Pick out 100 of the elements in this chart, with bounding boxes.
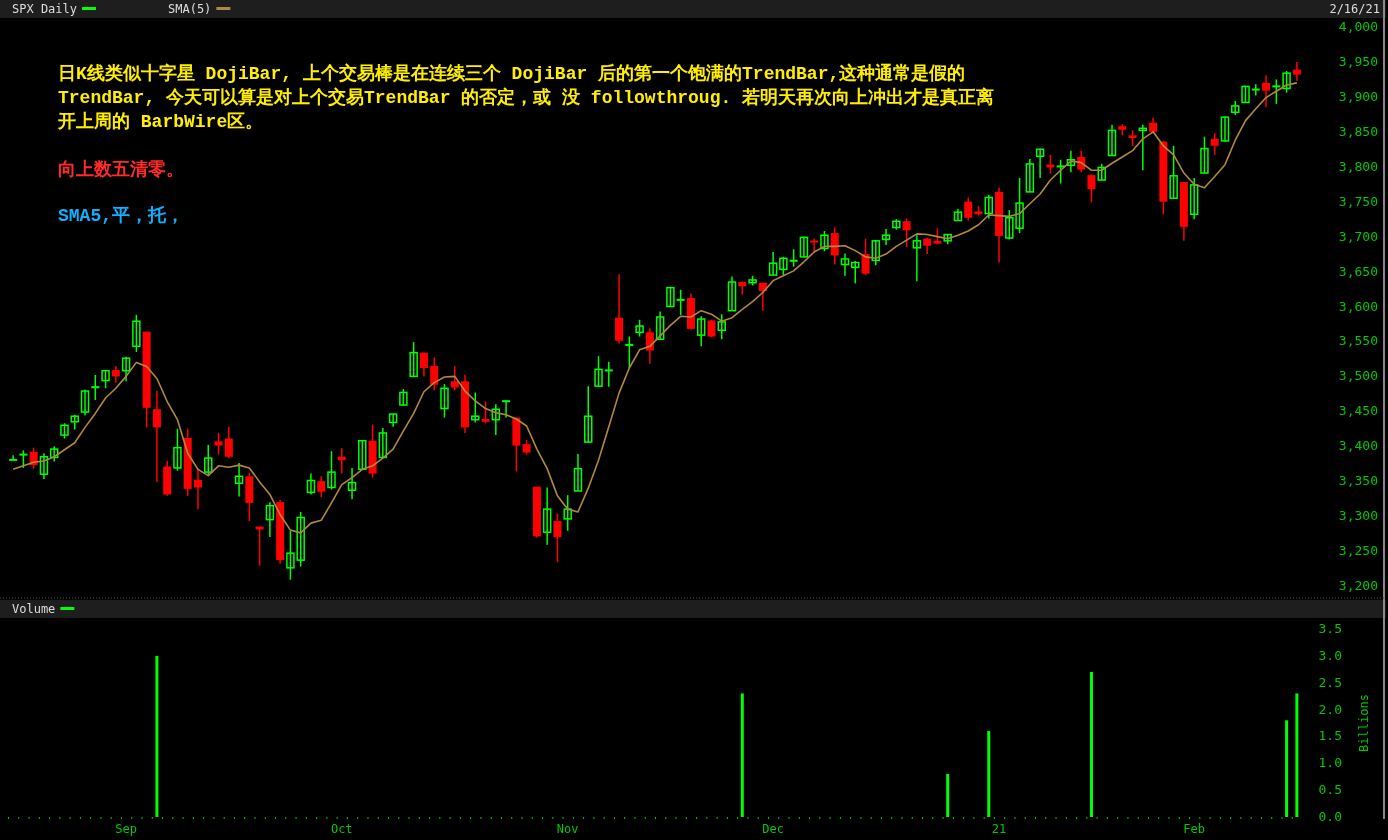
candlestick: [502, 399, 511, 419]
candlestick: [388, 412, 398, 428]
candlestick: [430, 356, 439, 392]
candlestick: [1035, 147, 1045, 179]
candlestick: [1231, 100, 1240, 116]
candlestick: [306, 472, 316, 496]
y-tick-label: 3,950: [1338, 53, 1378, 69]
candlestick: [152, 390, 161, 483]
candlestick: [696, 315, 706, 348]
candlestick: [358, 439, 367, 471]
candlestick: [851, 260, 860, 285]
candlestick: [953, 207, 963, 222]
y-tick-label: 3.5: [1318, 621, 1342, 636]
candlestick: [347, 467, 357, 501]
candlestick: [655, 310, 665, 341]
bar: [1295, 693, 1299, 817]
y-axis-title: Billions: [1357, 694, 1371, 752]
y-tick-label: 3,200: [1338, 578, 1378, 593]
bar: [1285, 720, 1289, 817]
candlestick: [265, 501, 275, 538]
candlestick: [471, 391, 480, 424]
y-tick-label: 3,450: [1338, 403, 1378, 419]
candlestick: [378, 427, 388, 459]
text: 2/16/21: [1329, 2, 1380, 16]
candlestick: [861, 237, 870, 276]
candlestick: [101, 369, 110, 389]
y-tick-label: 0.5: [1318, 782, 1342, 798]
y-tick-label: 3,750: [1338, 193, 1378, 209]
candlestick: [1210, 132, 1219, 156]
candlestick: [717, 313, 726, 341]
candlestick: [234, 462, 244, 498]
candlestick: [964, 196, 973, 222]
bar: [946, 774, 950, 817]
candlestick: [317, 475, 326, 499]
y-tick-label: 3,400: [1338, 438, 1378, 454]
y-tick-label: 3,300: [1338, 508, 1378, 524]
y-tick-label: 3,550: [1338, 333, 1378, 349]
candlestick: [604, 360, 613, 388]
y-tick-label: 3,800: [1338, 158, 1378, 174]
x-tick-label: Nov: [556, 822, 579, 836]
candlestick: [799, 235, 809, 259]
y-tick-label: 3,250: [1338, 543, 1378, 559]
candlestick: [563, 494, 572, 532]
annotation: 日K线类似十字星 DojiBar, 上个交易棒是在连续三个 DojiBar 后的第一个饱满的TrendBar,这种通常是假的TrendBar, 今天可以算是对上个交易TrendBar 的否定，或 没 followthroug. 若明天再次向上冲出才是真正离开上周的 BarbWire区。: [58, 62, 996, 134]
candlestick: [80, 388, 90, 417]
y-tick-label: 3.0: [1318, 647, 1342, 663]
candlestick: [542, 486, 552, 546]
candlestick: [830, 226, 839, 266]
candlestick: [645, 327, 654, 365]
y-tick-label: 3,500: [1338, 368, 1378, 384]
candlestick: [768, 251, 778, 276]
candlestick: [1025, 158, 1035, 193]
legend-label: Volume: [12, 602, 56, 616]
candlestick: [779, 256, 788, 276]
candlestick: [9, 454, 18, 461]
candlestick: [39, 452, 49, 480]
candlestick: [481, 400, 490, 424]
candlestick: [1282, 70, 1291, 94]
x-tick-label: Feb: [1183, 822, 1206, 836]
candlestick: [902, 217, 911, 248]
candlestick: [1169, 145, 1178, 199]
candlestick: [491, 403, 501, 436]
candlestick: [871, 239, 881, 267]
candlestick: [1189, 177, 1199, 220]
candlestick: [666, 286, 675, 308]
y-tick-label: 1.5: [1318, 728, 1342, 744]
candlestick: [327, 450, 336, 491]
candlestick: [810, 237, 819, 253]
candlestick: [1087, 173, 1096, 204]
candlestick: [132, 314, 141, 353]
candlestick: [1292, 61, 1301, 82]
candlestick: [440, 383, 449, 419]
legend-label: SMA(5): [168, 2, 212, 16]
candlestick: [1056, 159, 1065, 185]
candlestick: [1220, 115, 1230, 143]
candlestick: [173, 428, 182, 472]
candlestick: [1251, 83, 1260, 97]
x-tick-label: Oct: [330, 822, 353, 836]
y-tick-label: 3,900: [1338, 88, 1378, 104]
y-tick-label: 4,000: [1338, 19, 1378, 34]
candlestick: [594, 355, 603, 388]
candlestick: [1262, 74, 1271, 109]
y-tick-label: 3,600: [1338, 298, 1378, 314]
y-tick-label: 0.0: [1318, 809, 1342, 824]
candlestick: [450, 365, 459, 392]
candlestick: [49, 445, 59, 463]
candlestick: [1138, 124, 1148, 171]
candlestick: [881, 228, 891, 246]
candlestick: [224, 425, 233, 459]
candlestick: [1107, 124, 1117, 157]
candlestick: [193, 467, 202, 510]
candlestick: [1066, 149, 1076, 174]
bar: [740, 693, 744, 817]
bar: [987, 731, 991, 817]
candlestick: [573, 453, 583, 492]
y-tick-label: 3,700: [1338, 228, 1378, 244]
y-tick-label: 3,650: [1338, 263, 1378, 279]
y-tick-label: 1.0: [1318, 755, 1342, 771]
candlestick: [214, 432, 223, 456]
candlestick: [615, 273, 624, 345]
